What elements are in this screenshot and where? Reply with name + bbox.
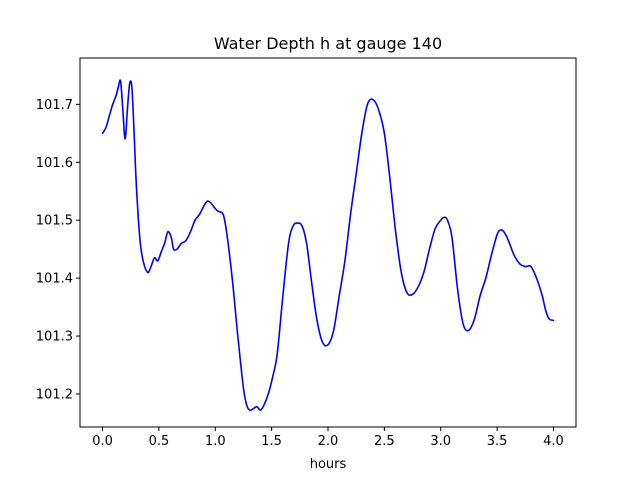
x-tick-label: 3.5 (487, 434, 508, 449)
chart-title: Water Depth h at gauge 140 (214, 34, 442, 53)
y-tick-label: 101.6 (36, 156, 73, 171)
x-tick-label: 0.5 (149, 434, 170, 449)
y-tick-label: 101.4 (36, 272, 73, 287)
series-line-0 (103, 80, 554, 410)
y-tick-label: 101.7 (36, 98, 73, 113)
x-tick-label: 2.0 (318, 434, 339, 449)
x-tick-label: 4.0 (543, 434, 564, 449)
y-tick-label: 101.5 (36, 214, 73, 229)
x-axis: 0.0 0.5 1.0 1.5 2.0 2.5 3.0 3.5 4.0 (92, 427, 564, 449)
plot-area (103, 80, 554, 410)
x-tick-label: 2.5 (374, 434, 395, 449)
x-axis-label: hours (310, 457, 347, 472)
x-tick-label: 3.0 (430, 434, 451, 449)
y-tick-label: 101.2 (36, 387, 73, 402)
y-tick-label: 101.3 (36, 330, 73, 345)
y-axis: 101.2 101.3 101.4 101.5 101.6 101.7 (36, 98, 80, 403)
x-tick-label: 0.0 (92, 434, 113, 449)
plot-frame (80, 58, 576, 427)
x-tick-label: 1.5 (261, 434, 282, 449)
x-tick-label: 1.0 (205, 434, 226, 449)
